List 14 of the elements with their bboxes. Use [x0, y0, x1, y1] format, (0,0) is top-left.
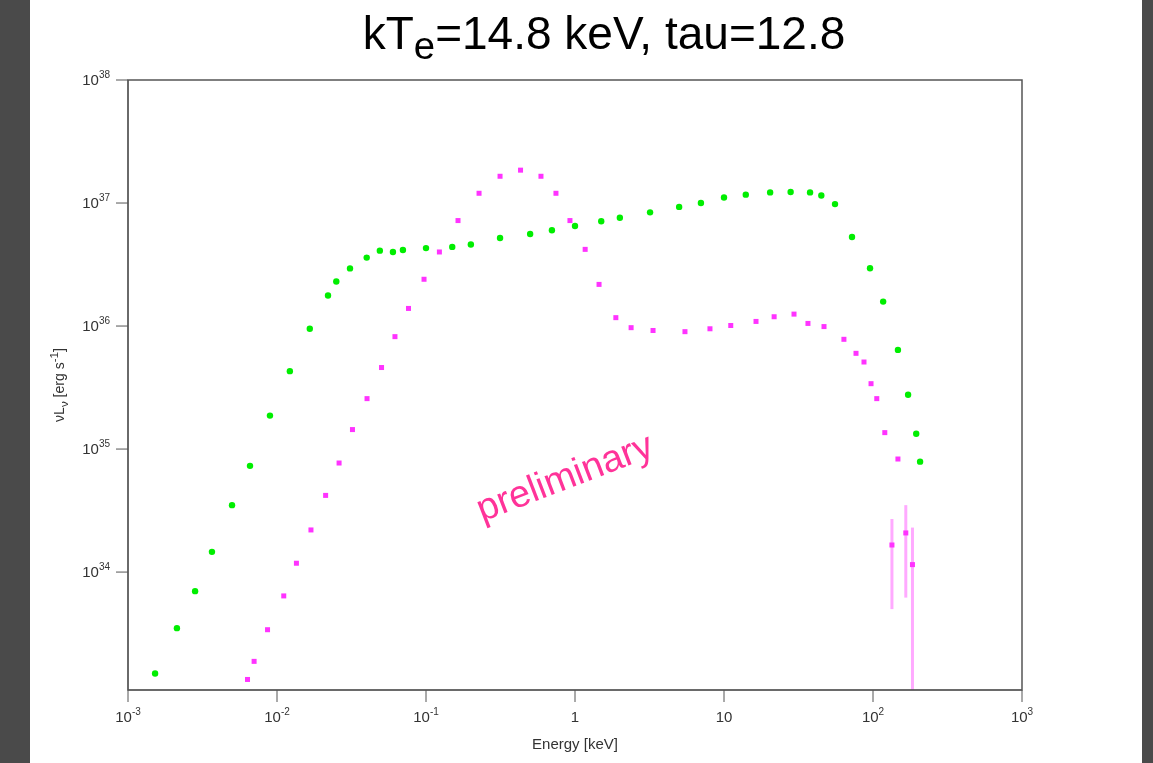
x-tick-label: 1 [570, 708, 580, 725]
x-tick-label: 10$^{-1}$ [413, 706, 440, 725]
x-tick-label: 10$^{2}$ [861, 706, 885, 725]
y-tick-label: 10$^{34}$ [82, 561, 111, 581]
y-tick-label: 10$^{35}$ [82, 438, 111, 458]
y-tick-label: 10$^{36}$ [82, 315, 111, 335]
x-tick-label: 10$^{-2}$ [264, 706, 291, 725]
x-tick-label: 10$^{-3}$ [115, 706, 142, 725]
x-axis-title: Energy [keV] [532, 735, 618, 752]
y-tick-label: 10$^{38}$ [82, 69, 111, 88]
chart-title: kT$_{e}$=14.8 keV, tau=12.8 [362, 7, 846, 68]
x-tick-label: 10 [715, 708, 733, 725]
x-tick-label: 10$^{3}$ [1010, 706, 1034, 725]
y-tick-label: 10$^{37}$ [82, 192, 111, 212]
